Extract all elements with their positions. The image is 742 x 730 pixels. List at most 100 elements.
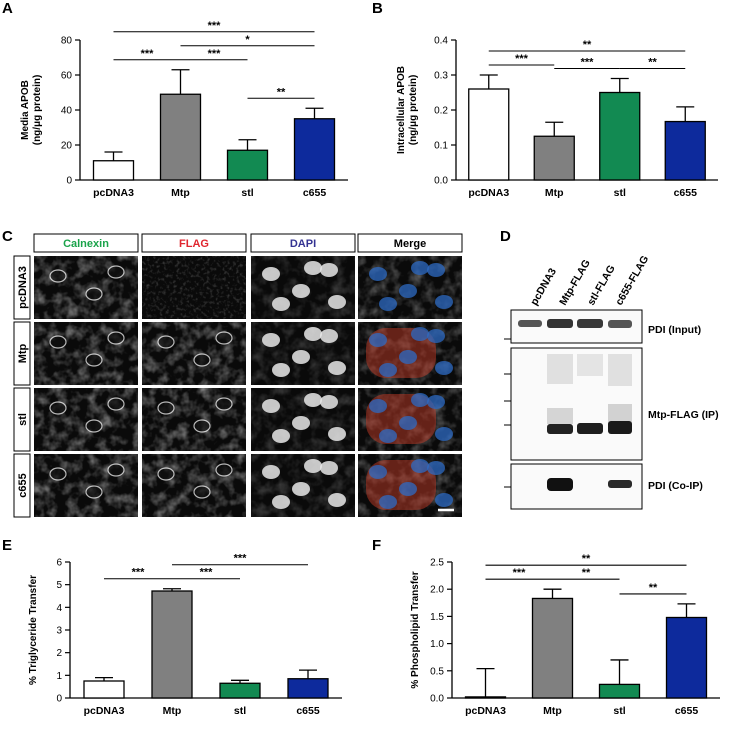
signal-layer [142,454,246,517]
y-tick-label: 0.0 [430,694,444,705]
nucleus [328,427,346,441]
nucleus-outline [49,467,67,481]
nucleus-outline [49,335,67,349]
significance-label: *** [208,20,222,32]
nucleus-outline [49,401,67,415]
y-tick-label: 0 [66,176,72,187]
category-label: Mtp [543,705,562,717]
y-tick-label: 1 [56,671,62,682]
panel-label-d: D [500,228,511,245]
significance-label: ** [277,86,286,98]
row-label-box [13,321,31,386]
nucleus-outline [215,397,233,411]
nucleus [411,327,429,341]
row-label-mtp: Mtp [17,343,29,363]
nucleus [379,429,397,443]
chart-triglyceride-transfer: 0 1 2 3 4 5 6 % Triglyceride Transfer pcDNA3 Mtp s… [28,553,342,717]
nucleus [328,361,346,375]
y-axis-label: % Triglyceride Transfer [28,575,39,685]
column-header-merge: Merge [394,238,426,250]
category-label: pcDNA3 [465,705,506,717]
category-label: c655 [674,187,698,199]
blot-label-mtp-flag-ip: Mtp-FLAG (IP) [648,409,719,421]
nucleus-outline [215,331,233,345]
y-tick-label: 2.5 [430,558,444,569]
nucleus [411,261,429,275]
nucleus [304,459,322,473]
bar-pcdna3 [92,160,135,181]
y-tick-label: 0.1 [434,141,448,152]
category-label: stl [614,187,626,199]
bar-pcdna3 [464,696,507,699]
signal-layer [34,388,138,451]
bar-pcdna3 [468,88,510,181]
significance-label: ** [583,39,592,51]
nucleus [435,493,453,507]
band [547,319,573,328]
nucleus [320,461,338,475]
bar-stl [226,149,269,181]
y-tick-label: 0.2 [434,106,448,117]
y-axis-label: Intracellular APOB [396,66,407,154]
category-label: Mtp [163,705,182,717]
nucleus [411,459,429,473]
band [608,320,632,328]
band [547,478,573,491]
bar-pcdna3 [83,680,125,699]
y-axis-label: (ng/μg protein) [32,75,43,146]
signal-layer [34,322,138,385]
signal-layer [142,388,246,451]
nucleus [262,267,280,281]
nucleus-outline [107,463,125,477]
significance-label: *** [581,57,595,69]
nucleus-outline [85,287,103,301]
nucleus [399,350,417,364]
y-tick-label: 80 [61,36,73,47]
chart-media-apob: 0 20 40 60 80 Media APOB (ng/μg protein) pcDNA3… [20,20,348,199]
bar-stl [598,683,641,699]
nucleus-outline [107,265,125,279]
nucleus [435,361,453,375]
band [608,480,632,488]
panel-label-c: C [2,228,13,245]
bar-c655 [293,118,336,181]
nucleus [369,465,387,479]
significance-label: *** [208,48,222,60]
significance-label: *** [132,567,146,579]
bar-stl [599,91,641,181]
nucleus [272,495,290,509]
row-label-pcdna3: pcDNA3 [17,266,29,309]
y-tick-label: 60 [61,71,73,82]
y-tick-label: 0.5 [430,666,444,677]
nucleus [328,493,346,507]
blot-label-pdi-coip: PDI (Co-IP) [648,480,703,492]
panel-label-e: E [2,537,13,554]
y-tick-label: 3 [56,626,62,637]
category-label: stl [234,705,246,717]
significance-label: *** [234,553,248,565]
row-label-c655: c655 [17,473,29,497]
category-label: pcDNA3 [84,705,125,717]
y-axis-label: % Phospholipid Transfer [410,571,421,688]
y-tick-label: 1.5 [430,612,444,623]
blot-mtp-flag-ip: 250 150 100 Mtp-FLAG (IP) [504,347,719,461]
nucleus [262,399,280,413]
nucleus [427,263,445,277]
band [577,423,603,434]
row-label-box [13,387,31,452]
nucleus [379,297,397,311]
nucleus [399,482,417,496]
category-label: c655 [296,705,320,717]
row-label-box [13,255,31,320]
y-tick-label: 2.0 [430,585,444,596]
category-label: Mtp [545,187,564,199]
nucleus [427,329,445,343]
nucleus [272,429,290,443]
nucleus [272,363,290,377]
significance-label: *** [200,567,214,579]
nucleus [411,393,429,407]
panel-label-a: A [2,0,13,17]
nucleus [304,393,322,407]
nucleus [369,267,387,281]
significance-label: *** [513,567,527,579]
